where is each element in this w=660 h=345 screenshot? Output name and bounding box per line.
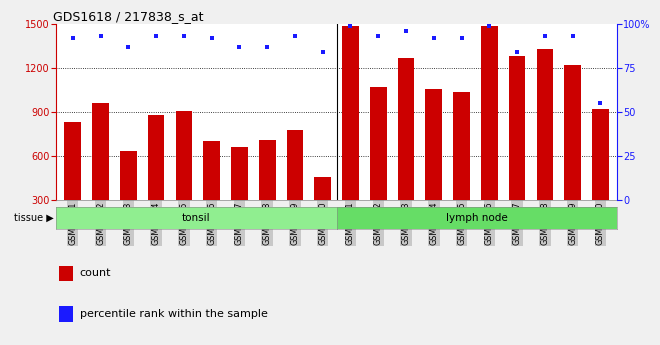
Point	[234, 44, 245, 50]
Bar	[314, 177, 331, 244]
Bar	[231, 147, 248, 244]
Text: count: count	[80, 268, 111, 278]
Bar	[148, 115, 164, 244]
Point	[207, 36, 217, 41]
Bar	[509, 57, 525, 244]
Point	[123, 44, 133, 50]
Bar	[481, 26, 498, 244]
Bar	[259, 140, 275, 244]
Bar	[398, 58, 414, 244]
Bar	[592, 109, 609, 244]
Text: percentile rank within the sample: percentile rank within the sample	[80, 309, 267, 319]
Point	[150, 34, 161, 39]
Bar	[92, 104, 109, 244]
Point	[262, 44, 273, 50]
Point	[95, 34, 106, 39]
Point	[568, 34, 578, 39]
Text: tissue ▶: tissue ▶	[14, 213, 53, 223]
Point	[317, 50, 328, 55]
Point	[401, 28, 411, 34]
Bar	[453, 91, 470, 244]
Bar	[370, 87, 387, 244]
Point	[512, 50, 523, 55]
Point	[595, 101, 606, 106]
Bar	[176, 111, 192, 244]
Point	[373, 34, 383, 39]
Bar	[564, 65, 581, 244]
Point	[345, 23, 356, 29]
Point	[290, 34, 300, 39]
Bar	[342, 26, 359, 244]
Text: tonsil: tonsil	[182, 213, 211, 223]
Bar	[426, 89, 442, 244]
Point	[540, 34, 550, 39]
Bar	[65, 122, 81, 244]
Bar	[203, 141, 220, 244]
FancyBboxPatch shape	[59, 266, 73, 281]
Point	[484, 23, 494, 29]
Point	[428, 36, 439, 41]
Point	[67, 36, 78, 41]
Point	[179, 34, 189, 39]
Text: lymph node: lymph node	[446, 213, 508, 223]
Text: GDS1618 / 217838_s_at: GDS1618 / 217838_s_at	[53, 10, 204, 23]
Point	[456, 36, 467, 41]
Bar	[286, 130, 304, 244]
FancyBboxPatch shape	[59, 306, 73, 322]
Bar	[537, 49, 553, 244]
Bar	[120, 151, 137, 244]
